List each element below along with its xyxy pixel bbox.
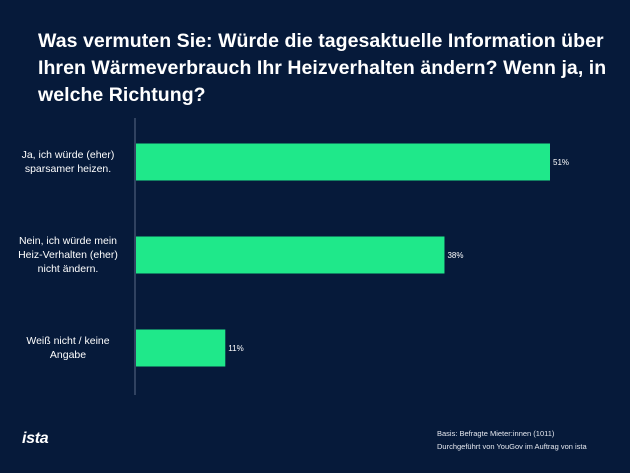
category-label-line: Heiz-Verhalten (eher): [18, 249, 118, 261]
category-label-line: Angabe: [49, 349, 87, 361]
footnote-basis: Basis: Befragte Mieter:innen (1011): [437, 429, 555, 438]
footnote: Basis: Befragte Mieter:innen (1011) Durc…: [437, 427, 587, 453]
category-label-3: Weiß nicht / keine Angabe: [8, 334, 128, 362]
chart-title: Was vermuten Sie: Würde die tagesaktuell…: [38, 30, 607, 106]
bar-3: [136, 329, 226, 367]
value-label-1: 51%: [553, 158, 569, 167]
category-label-line: Ja, ich würde (eher): [21, 149, 115, 161]
bar-2: [136, 236, 445, 274]
category-label-line: nicht ändern.: [37, 263, 99, 275]
bar-1: [136, 143, 550, 181]
category-label-line: Nein, ich würde mein: [18, 235, 118, 247]
ista-logo: ista: [22, 430, 49, 447]
value-label-3: 11%: [228, 344, 243, 353]
value-label-2: 38%: [447, 251, 463, 260]
category-label-line: Weiß nicht / keine: [26, 335, 110, 347]
category-label-1: Ja, ich würde (eher) sparsamer heizen.: [8, 148, 128, 176]
category-label-line: sparsamer heizen.: [24, 163, 112, 175]
footnote-source: Durchgeführt von YouGov im Auftrag von i…: [437, 442, 587, 451]
category-label-2: Nein, ich würde mein Heiz-Verhalten (eher…: [8, 234, 128, 276]
